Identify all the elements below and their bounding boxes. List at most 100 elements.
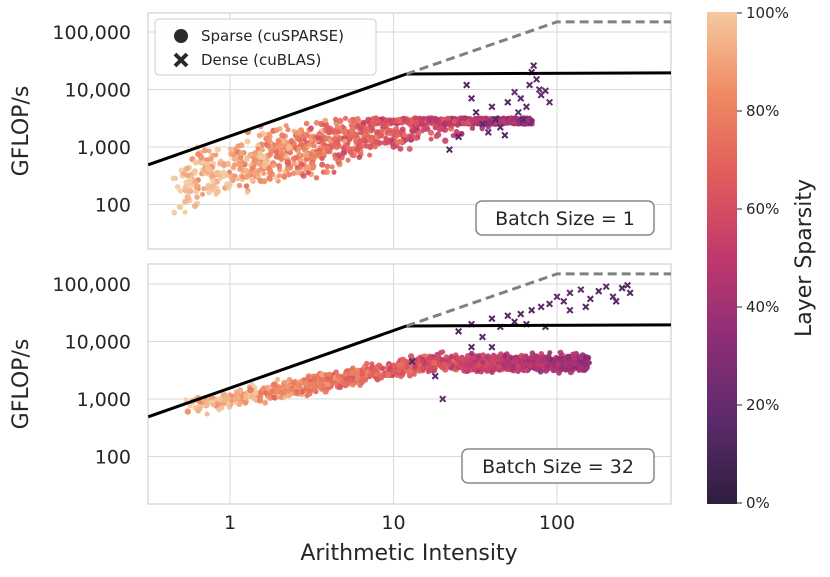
- sparse-point: [578, 366, 585, 373]
- sparse-point: [294, 131, 299, 136]
- dense-point: [496, 123, 504, 131]
- panel-bottom-roofline: [148, 272, 671, 419]
- sparse-point: [410, 127, 417, 134]
- sparse-point: [184, 408, 191, 415]
- roofline-dense: [405, 272, 671, 328]
- dense-point: [626, 289, 634, 297]
- sparse-point: [285, 144, 293, 151]
- sparse-point: [382, 139, 389, 146]
- dense-point: [522, 103, 530, 111]
- sparse-point: [460, 115, 467, 122]
- sparse-point: [450, 133, 456, 139]
- sparse-point: [468, 366, 475, 373]
- sparse-point: [283, 123, 289, 129]
- sparse-point: [171, 209, 178, 216]
- sparse-point: [547, 350, 553, 356]
- sparse-point: [469, 350, 475, 357]
- sparse-point: [563, 361, 569, 368]
- sparse-point: [347, 149, 354, 156]
- sparse-point: [407, 121, 413, 127]
- sparse-point: [571, 361, 577, 367]
- sparse-point: [192, 158, 199, 165]
- sparse-point: [287, 172, 293, 178]
- sparse-point: [247, 152, 254, 158]
- panel-bottom-annotation: Batch Size = 32: [482, 456, 634, 478]
- sparse-point: [213, 169, 220, 176]
- sparse-point: [322, 117, 329, 124]
- dense-point: [566, 306, 574, 314]
- dense-point: [504, 98, 512, 106]
- sparse-point: [263, 390, 269, 396]
- dense-point: [501, 131, 509, 139]
- sparse-point: [342, 371, 348, 377]
- sparse-point: [281, 137, 287, 144]
- sparse-point: [177, 188, 183, 194]
- sparse-point: [417, 362, 423, 368]
- sparse-point: [249, 176, 255, 183]
- sparse-point: [244, 138, 251, 145]
- sparse-point: [264, 142, 271, 149]
- sparse-point: [337, 384, 344, 391]
- sparse-point: [330, 142, 336, 149]
- sparse-point: [214, 146, 221, 153]
- sparse-point: [362, 377, 369, 383]
- sparse-point: [463, 362, 469, 368]
- sparse-point: [234, 176, 240, 182]
- sparse-point: [341, 149, 348, 156]
- panel-top: 100 1,000 10,000 100,000 GFLOP/s Sparse (cu…: [9, 12, 672, 250]
- dense-point: [408, 357, 416, 365]
- sparse-point: [463, 356, 470, 363]
- sparse-point: [497, 351, 504, 358]
- sparse-point: [227, 146, 233, 152]
- sparse-point: [284, 167, 291, 173]
- dense-point: [526, 81, 534, 89]
- sparse-point: [411, 371, 417, 377]
- sparse-point: [523, 361, 529, 368]
- sparse-point: [354, 116, 361, 122]
- sparse-point: [252, 389, 259, 396]
- dense-point: [546, 98, 554, 106]
- sparse-point: [296, 146, 302, 152]
- dense-point: [455, 133, 463, 141]
- legend: Sparse (cuSPARSE) Dense (cuBLAS): [154, 18, 377, 76]
- sparse-point: [313, 175, 320, 181]
- sparse-point: [448, 360, 454, 366]
- sparse-point: [342, 115, 349, 121]
- sparse-point: [274, 153, 281, 160]
- sparse-point: [431, 359, 438, 366]
- dense-point: [488, 315, 496, 323]
- colorbar-tick-label: 100%: [746, 4, 789, 22]
- sparse-point: [237, 387, 244, 394]
- sparse-point: [294, 388, 300, 395]
- sparse-point: [273, 148, 279, 155]
- sparse-point: [215, 189, 221, 195]
- sparse-point: [404, 364, 410, 370]
- sparse-point: [247, 386, 254, 393]
- dense-point: [478, 333, 486, 341]
- legend-circle-marker: [174, 29, 188, 43]
- dense-point: [533, 75, 541, 83]
- sparse-point: [255, 146, 261, 152]
- sparse-point: [182, 209, 188, 215]
- colorbar: 0% 20% 40% 60% 80% 100% Layer Sparsity: [707, 4, 817, 512]
- sparse-point: [321, 150, 327, 157]
- panel-top-annotation-box: [475, 200, 655, 236]
- sparse-point: [266, 175, 273, 181]
- sparse-point: [182, 185, 188, 191]
- sparse-point: [259, 153, 266, 160]
- dense-point: [517, 310, 525, 318]
- sparse-point: [498, 358, 504, 364]
- sparse-point: [237, 154, 244, 161]
- panel-bottom-sparse-points: [183, 349, 592, 417]
- dense-point: [586, 295, 594, 303]
- sparse-point: [540, 355, 547, 362]
- dense-point: [455, 327, 463, 335]
- sparse-point: [236, 182, 243, 189]
- sparse-point: [367, 137, 374, 144]
- dense-point: [612, 297, 620, 305]
- sparse-point: [354, 371, 361, 378]
- sparse-point: [367, 145, 373, 151]
- sparse-point: [377, 133, 383, 139]
- dense-point: [595, 287, 603, 295]
- sparse-point: [448, 353, 454, 359]
